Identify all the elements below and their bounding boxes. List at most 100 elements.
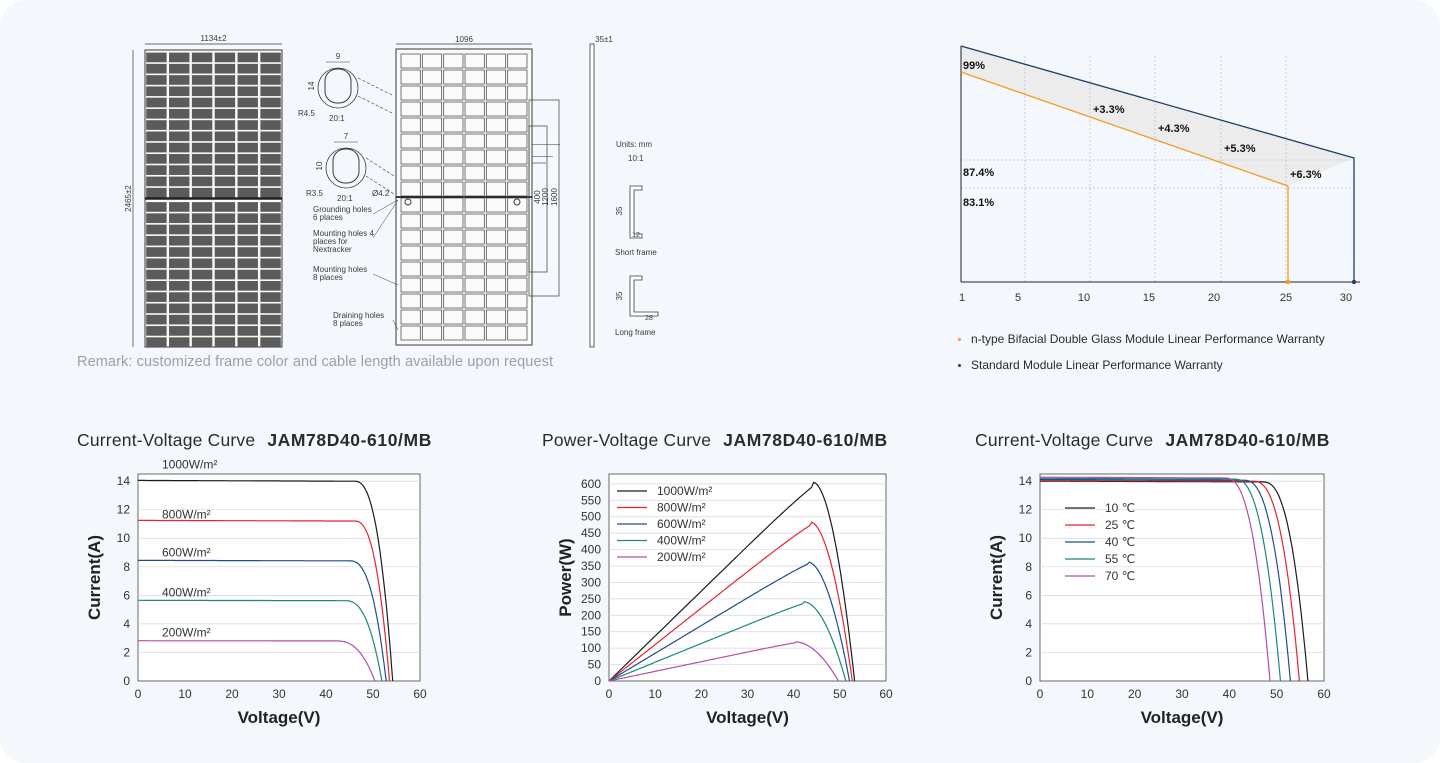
- callout-label: Mounting holes 4 places for Nextracker: [313, 229, 374, 254]
- y-tick-label: 12: [117, 503, 131, 517]
- pv-curve-3: [608, 601, 847, 682]
- frame-cell: [443, 101, 464, 117]
- pv-irradiance-chart: 0 10 20 30 40 50 60050100150200250300350400450…: [556, 473, 893, 727]
- units-scale-label: 10:1: [628, 154, 644, 163]
- frame-cell: [507, 53, 528, 69]
- frame-cell: [485, 117, 507, 133]
- cell: [260, 142, 281, 153]
- frame-cell: [485, 85, 507, 101]
- frame-cell: [485, 53, 507, 69]
- cell: [191, 187, 213, 198]
- cell: [237, 75, 258, 85]
- cell: [237, 235, 258, 246]
- x-tick-label: 0: [606, 687, 613, 701]
- frame-cell: [400, 325, 421, 341]
- frame-cell: [464, 133, 485, 149]
- frame-cell: [507, 277, 528, 293]
- cell: [260, 292, 281, 302]
- cell: [146, 247, 167, 257]
- frame-cell: [464, 117, 485, 133]
- y-axis-label: Power(W): [556, 538, 575, 616]
- x-tick-label: 10: [648, 687, 662, 701]
- frame-cell: [421, 213, 443, 229]
- y-tick-label: 300: [581, 575, 601, 589]
- cell: [169, 63, 190, 74]
- cell: [191, 224, 213, 235]
- cell: [191, 154, 213, 164]
- cell: [169, 224, 190, 235]
- x-tick-label: 0: [1037, 687, 1044, 701]
- frame-cell: [464, 69, 485, 85]
- x-tick-label: 30: [741, 687, 755, 701]
- cell: [214, 213, 236, 224]
- iv-temp-curve-3: [1040, 477, 1282, 682]
- cell: [191, 142, 213, 153]
- frame-cell: [443, 69, 464, 85]
- frame-cell: [400, 277, 421, 293]
- cell: [191, 235, 213, 246]
- cell: [191, 292, 213, 302]
- x-tick-label: 0: [135, 687, 142, 701]
- cell: [214, 303, 236, 314]
- cell: [237, 337, 258, 347]
- short-frame-profile: [629, 185, 643, 239]
- leader-line: [365, 175, 395, 195]
- y-tick-label: 4: [123, 617, 130, 631]
- frame-cell: [421, 325, 443, 341]
- x-tick-label: 15: [1143, 292, 1155, 304]
- legend-label: 55 ℃: [1105, 552, 1135, 566]
- frame-cell: [464, 261, 485, 277]
- frame-cell: [485, 213, 507, 229]
- iv-temp-curve-0: [1040, 480, 1309, 682]
- iv-curve-3: [138, 599, 383, 682]
- cell: [169, 176, 190, 187]
- y-tick-label: 2: [123, 645, 130, 659]
- cell: [146, 337, 167, 347]
- cell: [260, 86, 281, 97]
- frame-cell: [464, 197, 485, 213]
- frame-cell: [400, 309, 421, 325]
- cell: [260, 131, 281, 142]
- module-drawing: 1134±2 2465±2 1096 400 1200 1600 35±1 9 14 R4.5 20…: [124, 34, 659, 348]
- cell: [146, 63, 167, 74]
- frame-cell: [464, 293, 485, 309]
- y-axis-label: Current(A): [85, 535, 104, 620]
- frame-cell: [507, 325, 528, 341]
- frame-cell: [485, 149, 507, 165]
- cell: [146, 269, 167, 280]
- cell: [237, 97, 258, 108]
- frame-cell: [400, 133, 421, 149]
- legend-dot-standard: [958, 364, 961, 368]
- frame-cell: [421, 85, 443, 101]
- frame-cell: [443, 197, 464, 213]
- cell: [237, 165, 258, 175]
- cell: [169, 86, 190, 97]
- cell: [191, 52, 213, 63]
- series-ntype-line: [960, 71, 1289, 282]
- callout-label: Grounding holes 6 places: [313, 205, 372, 222]
- warranty-annotation: +5.3%: [1224, 143, 1256, 155]
- x-tick-label: 50: [366, 687, 380, 701]
- cell: [260, 202, 281, 212]
- warranty-annotation: +6.3%: [1290, 169, 1322, 181]
- y-tick-label: 0: [123, 674, 130, 688]
- hole-width-label: 9: [336, 52, 341, 61]
- warranty-annotation: 99%: [963, 60, 985, 72]
- callout-line: Grounding holes: [313, 205, 372, 214]
- y-tick-label: 100: [581, 641, 601, 655]
- hole-height-label: 10: [315, 161, 324, 170]
- frame-cell: [443, 213, 464, 229]
- long-frame-profile: [629, 275, 659, 317]
- dim-label: 1600: [550, 188, 559, 206]
- cell: [237, 292, 258, 302]
- cell: [169, 269, 190, 280]
- short-frame-label: Short frame: [615, 248, 657, 257]
- iv-curve-0: [138, 479, 394, 682]
- y-tick-label: 150: [581, 625, 601, 639]
- x-tick-label: 30: [1175, 687, 1189, 701]
- y-tick-label: 400: [581, 543, 601, 557]
- y-tick-label: 500: [581, 510, 601, 524]
- frame-cell: [400, 117, 421, 133]
- frame-cell: [443, 309, 464, 325]
